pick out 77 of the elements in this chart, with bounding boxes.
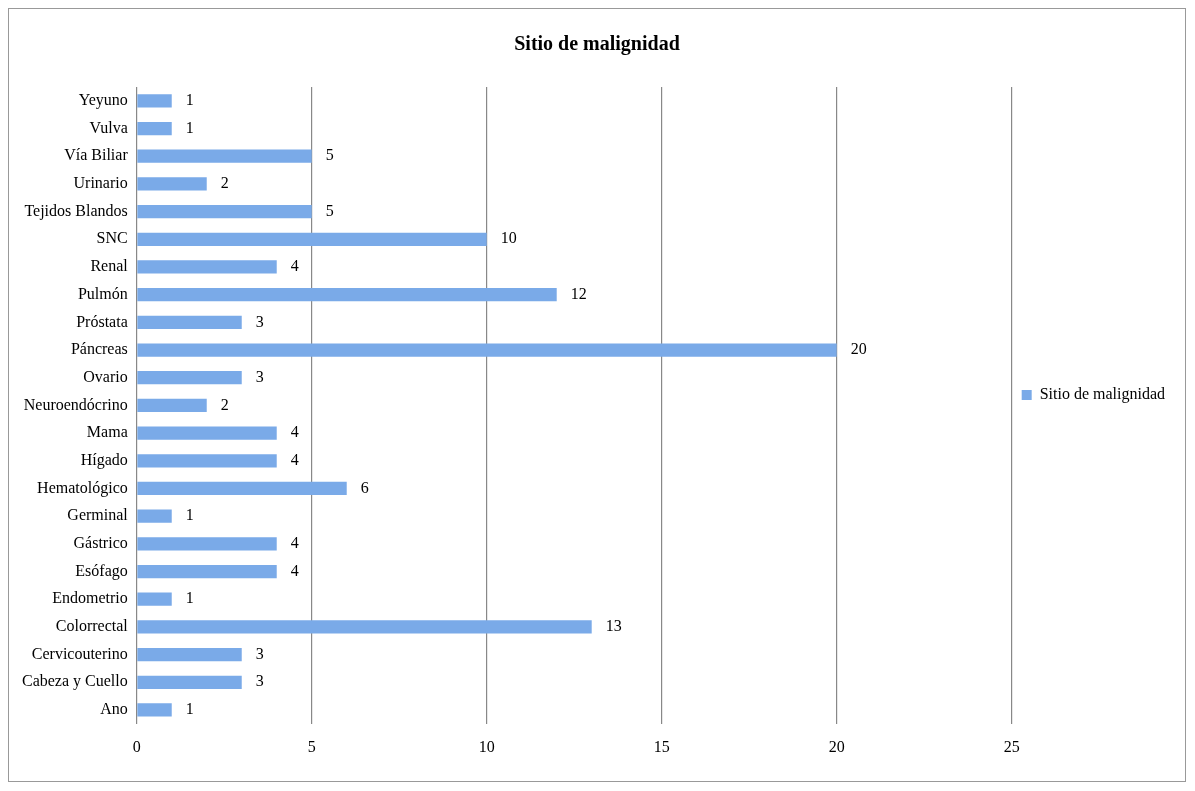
y-tick-label: Próstata [76, 312, 128, 330]
data-label: 1 [185, 118, 194, 136]
data-label: 2 [220, 174, 229, 192]
data-label: 3 [255, 312, 264, 330]
data-label: 3 [255, 672, 264, 690]
y-tick-label: Cervicouterino [31, 644, 128, 662]
y-tick-label: Hígado [80, 450, 128, 469]
y-tick-label: SNC [96, 229, 128, 247]
x-tick-label: 25 [1003, 737, 1020, 755]
y-tick-label: Ovario [83, 367, 128, 385]
data-label: 3 [255, 644, 264, 662]
y-tick-label: Hematológico [37, 478, 128, 497]
data-label: 12 [570, 284, 587, 302]
y-tick-label: Pulmón [77, 284, 128, 302]
bar [137, 94, 172, 108]
bar [137, 647, 242, 662]
data-label: 5 [325, 146, 334, 164]
y-tick-label: Vulva [89, 118, 128, 136]
bar [137, 204, 312, 219]
data-label: 1 [185, 589, 194, 607]
data-label: 4 [290, 534, 299, 552]
bar [137, 703, 172, 717]
y-tick-label: Colorrectal [55, 617, 129, 635]
data-label: 10 [500, 229, 517, 247]
data-label: 4 [290, 423, 299, 441]
data-label: 5 [325, 201, 334, 219]
bar [137, 620, 592, 634]
bar [137, 315, 242, 329]
x-tick-label: 0 [132, 737, 141, 755]
bar [137, 675, 242, 689]
bar [137, 149, 312, 163]
y-tick-label: Cabeza y Cuello [21, 672, 128, 691]
data-label: 1 [185, 506, 194, 524]
y-tick-label: Ano [100, 700, 128, 718]
x-tick-label: 5 [307, 737, 316, 755]
y-tick-label: Vía Biliar [64, 146, 129, 164]
bar [137, 509, 172, 523]
bar [137, 454, 277, 468]
y-tick-label: Renal [90, 257, 129, 275]
y-tick-label: Urinario [73, 174, 128, 192]
x-tick-label: 10 [478, 737, 495, 755]
data-label: 4 [290, 257, 299, 275]
bar [137, 121, 172, 136]
bar [137, 177, 207, 191]
data-label: 6 [360, 478, 369, 496]
bar [137, 260, 277, 274]
data-label: 13 [605, 617, 622, 635]
data-label: 1 [185, 700, 194, 718]
bar [137, 288, 557, 302]
data-label: 4 [290, 450, 299, 468]
bar [137, 564, 277, 579]
bar [137, 398, 207, 413]
y-tick-label: Esófago [75, 561, 128, 580]
bar [137, 343, 837, 357]
data-label: 2 [220, 395, 229, 413]
bar [137, 537, 277, 551]
y-tick-label: Yeyuno [78, 91, 128, 110]
y-tick-label: Germinal [67, 506, 129, 524]
legend-label: Sitio de malignidad [1039, 385, 1166, 404]
y-tick-label: Gástrico [73, 534, 128, 552]
bar [137, 592, 172, 606]
x-tick-label: 15 [653, 737, 670, 755]
data-label: 4 [290, 561, 299, 579]
y-tick-label: Endometrio [52, 589, 128, 607]
data-label: 20 [850, 340, 867, 358]
bar [137, 481, 347, 496]
y-tick-label: Tejidos Blandos [24, 201, 128, 220]
bar [137, 232, 487, 246]
y-tick-label: Mama [86, 423, 128, 441]
chart-title: Sitio de malignidad [514, 32, 680, 56]
bar [137, 371, 242, 385]
x-tick-label: 20 [828, 737, 845, 755]
y-tick-label: Neuroendócrino [23, 395, 128, 413]
data-label: 1 [185, 91, 194, 109]
data-label: 3 [255, 367, 264, 385]
y-tick-label: Páncreas [70, 340, 128, 358]
bar [137, 426, 277, 440]
